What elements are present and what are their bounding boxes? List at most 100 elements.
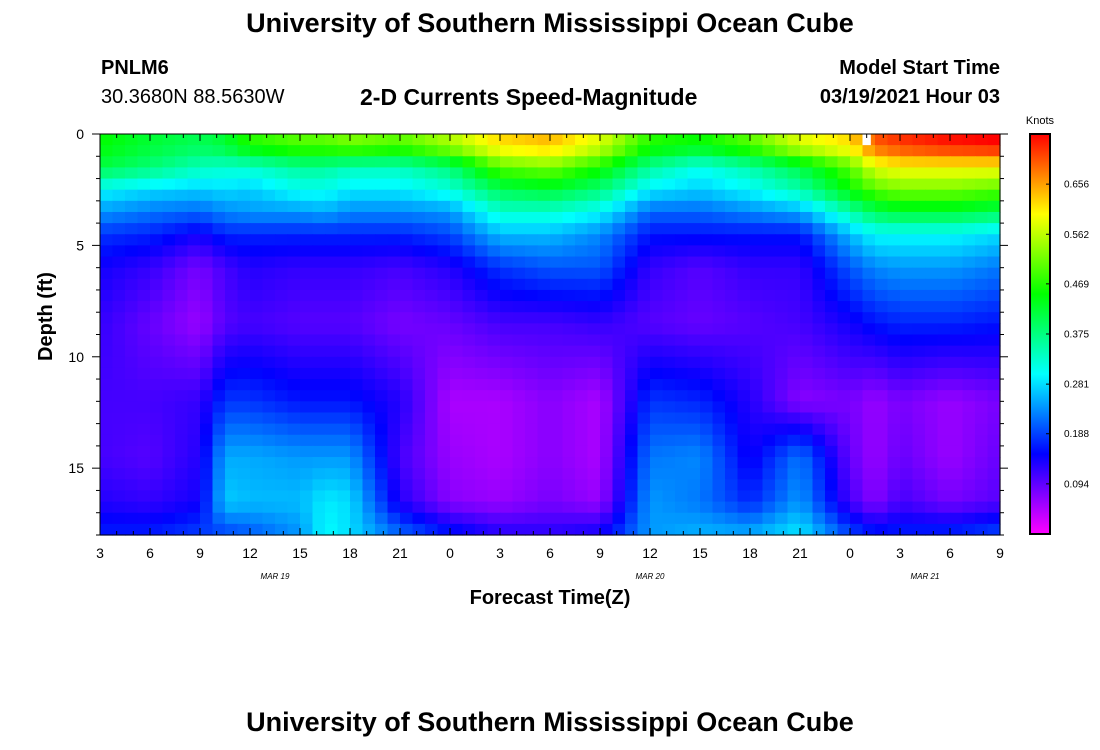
heatmap-cell	[575, 490, 589, 503]
heatmap-cell	[237, 178, 251, 191]
heatmap-cell	[437, 289, 451, 302]
heatmap-cell	[262, 445, 276, 458]
heatmap-cell	[512, 401, 526, 414]
heatmap-cell	[175, 223, 189, 235]
heatmap-cell	[762, 390, 776, 402]
heatmap-cell	[187, 189, 201, 202]
heatmap-cell	[900, 178, 914, 191]
heatmap-cell	[425, 490, 439, 503]
heatmap-cell	[950, 200, 964, 213]
heatmap-cell	[750, 167, 764, 180]
heatmap-cell	[287, 134, 301, 146]
heatmap-cell	[700, 401, 714, 414]
heatmap-cell	[825, 401, 839, 414]
heatmap-cell	[512, 490, 526, 503]
heatmap-cell	[325, 457, 339, 469]
heatmap-cell	[787, 412, 801, 425]
heatmap-cell	[912, 134, 926, 146]
heatmap-cell	[500, 178, 514, 191]
heatmap-cell	[725, 256, 739, 269]
heatmap-cell	[775, 512, 789, 525]
heatmap-cell	[412, 312, 426, 324]
heatmap-cell	[225, 323, 239, 336]
heatmap-cell	[850, 178, 864, 191]
heatmap-cell	[775, 423, 789, 436]
heatmap-cell	[662, 334, 676, 347]
heatmap-cell	[675, 289, 689, 302]
heatmap-cell	[200, 523, 214, 536]
heatmap-cell	[537, 523, 551, 536]
heatmap-cell	[787, 379, 801, 391]
heatmap-cell	[625, 412, 639, 425]
heatmap-cell	[387, 490, 401, 503]
heatmap-cell	[187, 267, 201, 280]
heatmap-cell	[337, 345, 351, 358]
heatmap-cell	[425, 379, 439, 391]
heatmap-cell	[525, 401, 539, 414]
heatmap-cell	[262, 390, 276, 402]
heatmap-cell	[637, 267, 651, 280]
heatmap-cell	[112, 523, 126, 536]
heatmap-cell	[950, 523, 964, 536]
heatmap-cell	[825, 490, 839, 503]
heatmap-cell	[525, 178, 539, 191]
heatmap-cell	[875, 379, 889, 391]
heatmap-cell	[525, 312, 539, 324]
heatmap-cell	[975, 468, 989, 480]
heatmap-cell	[712, 323, 726, 336]
heatmap-cell	[787, 312, 801, 324]
heatmap-cell	[350, 301, 364, 313]
heatmap-cell	[912, 356, 926, 369]
heatmap-cell	[512, 312, 526, 324]
heatmap-cell	[312, 245, 326, 258]
heatmap-cell	[712, 379, 726, 391]
heatmap-cell	[237, 479, 251, 492]
heatmap-cell	[950, 457, 964, 469]
heatmap-cell	[875, 211, 889, 224]
heatmap-cell	[825, 479, 839, 492]
heatmap-cell	[987, 323, 1001, 336]
heatmap-cell	[550, 301, 564, 313]
heatmap-cell	[600, 390, 614, 402]
heatmap-cell	[500, 189, 514, 202]
heatmap-cell	[887, 345, 901, 358]
heatmap-cell	[625, 245, 639, 258]
heatmap-cell	[437, 334, 451, 347]
heatmap-cell	[462, 223, 476, 235]
heatmap-cell	[337, 178, 351, 191]
heatmap-cell	[875, 479, 889, 492]
heatmap-cell	[862, 367, 876, 380]
heatmap-cell	[625, 145, 639, 157]
heatmap-cell	[987, 312, 1001, 324]
heatmap-cell	[787, 256, 801, 269]
heatmap-cell	[287, 512, 301, 525]
heatmap-cell	[675, 301, 689, 313]
heatmap-cell	[550, 200, 564, 213]
heatmap-cell	[237, 278, 251, 291]
heatmap-cell	[462, 245, 476, 258]
heatmap-cell	[875, 490, 889, 503]
heatmap-cell	[512, 512, 526, 525]
heatmap-cell	[437, 189, 451, 202]
heatmap-cell	[762, 245, 776, 258]
heatmap-cell	[337, 323, 351, 336]
heatmap-cell	[325, 234, 339, 246]
heatmap-cell	[137, 156, 151, 169]
heatmap-cell	[912, 523, 926, 536]
heatmap-cell	[250, 367, 264, 380]
heatmap-cell	[637, 390, 651, 402]
heatmap-cell	[812, 479, 826, 492]
heatmap-cell	[737, 245, 751, 258]
heatmap-cell	[575, 145, 589, 157]
heatmap-cell	[762, 479, 776, 492]
heatmap-cell	[325, 312, 339, 324]
heatmap-cell	[225, 423, 239, 436]
heatmap-cell	[650, 301, 664, 313]
heatmap-cell	[975, 501, 989, 514]
heatmap-cell	[737, 490, 751, 503]
heatmap-cell	[512, 468, 526, 480]
heatmap-cell	[862, 401, 876, 414]
heatmap-cell	[375, 223, 389, 235]
heatmap-cell	[637, 457, 651, 469]
heatmap-cell	[225, 267, 239, 280]
